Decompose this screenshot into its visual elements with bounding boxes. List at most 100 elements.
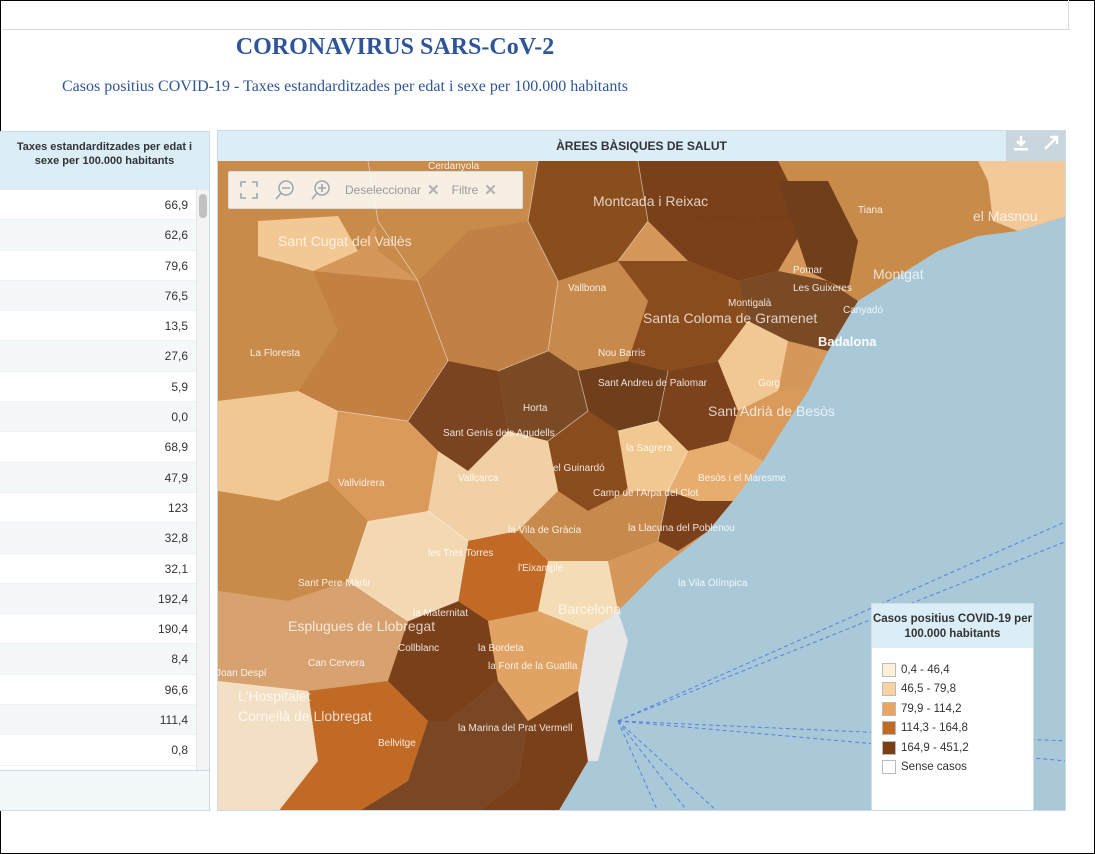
table-row[interactable]: 47,9 (0, 462, 196, 493)
region[interactable] (218, 481, 368, 601)
legend-items: 0,4 - 46,4 46,5 - 79,8 79,9 - 114,2 114,3 -… (872, 648, 1033, 777)
region[interactable] (978, 161, 1066, 231)
download-icon[interactable] (1006, 131, 1036, 161)
legend-item: 114,3 - 164,8 (882, 719, 1023, 739)
table-row[interactable]: 96,6 (0, 675, 196, 706)
region[interactable] (658, 361, 738, 451)
map-panel: ÀREES BÀSIQUES DE SALUT (217, 130, 1066, 811)
table-row[interactable]: 0,8 (0, 735, 196, 766)
map-header-title: ÀREES BÀSIQUES DE SALUT (556, 139, 727, 153)
legend-swatch (882, 740, 896, 755)
place-label: Esplugues de Llobregat (288, 618, 435, 634)
region[interactable] (458, 531, 548, 621)
choropleth-map[interactable]: Sant Cugat del Vallès Montcada i Reixac la… (218, 160, 1066, 811)
place-label: Sant Adrià de Besòs (708, 403, 835, 419)
region[interactable] (718, 321, 788, 411)
table-row[interactable]: 0,0 (0, 402, 196, 433)
place-label: el Guinardó (553, 463, 605, 474)
region[interactable] (658, 491, 733, 551)
region[interactable] (728, 391, 808, 461)
table-row[interactable]: 32,8 (0, 523, 196, 554)
place-label: Gorg (758, 378, 780, 389)
table-row[interactable]: 76,5 (0, 280, 196, 312)
table-row[interactable]: 32,1 (0, 554, 196, 584)
table-row[interactable]: 27,6 (0, 341, 196, 372)
region[interactable] (298, 271, 448, 421)
region[interactable] (638, 161, 808, 281)
region[interactable] (218, 681, 318, 811)
legend-label: 79,9 - 114,2 (901, 702, 962, 715)
zoom-out-icon[interactable] (273, 178, 297, 202)
table-row[interactable]: 66,9 (0, 190, 196, 221)
map-header: ÀREES BÀSIQUES DE SALUT (218, 131, 1065, 161)
place-label: la Vila Olímpica (678, 578, 748, 589)
table-row[interactable]: 62,6 (0, 220, 196, 251)
region[interactable] (418, 221, 558, 371)
place-label: la Font de la Guatlla (488, 661, 578, 672)
place-label: Vallcarca (458, 473, 499, 484)
region[interactable] (618, 261, 748, 371)
deselect-button[interactable]: Deseleccionar ✕ (345, 181, 440, 199)
table-scrollbar[interactable] (196, 190, 209, 772)
place-label: Montgat (873, 266, 924, 282)
close-icon: ✕ (484, 182, 497, 199)
region[interactable] (498, 351, 588, 441)
place-label: la Serralada de Marina (683, 212, 794, 224)
region[interactable] (518, 491, 668, 561)
place-label: La Floresta (250, 348, 300, 359)
place-label: Camp de l'Arpa del Clot (593, 488, 699, 499)
table-row[interactable]: 123 (0, 493, 196, 524)
table-row[interactable]: 192,4 (0, 583, 196, 615)
region[interactable] (428, 431, 558, 541)
region[interactable] (478, 691, 588, 811)
region[interactable] (388, 601, 498, 721)
region[interactable] (528, 161, 648, 281)
table-row[interactable]: 79,6 (0, 251, 196, 281)
region[interactable] (578, 361, 668, 431)
fullscreen-icon[interactable] (237, 178, 261, 202)
region[interactable] (258, 216, 358, 271)
place-label: Cornellà de Llobregat (238, 708, 372, 724)
place-label: Montcada i Reixac (593, 193, 708, 209)
place-label: la Bordeta (478, 643, 524, 654)
page-title: CORONAVIRUS SARS-CoV-2 (235, 34, 555, 60)
place-label: Cerdanyola (428, 161, 480, 172)
place-label: Santa Coloma de Gramenet (643, 310, 817, 326)
region[interactable] (778, 181, 858, 291)
region[interactable] (668, 441, 763, 501)
table-row[interactable]: 111,4 (0, 705, 196, 736)
place-label: Nou Barris (598, 348, 645, 359)
region[interactable] (218, 581, 408, 691)
table-header: Taxes estandarditzades per edat i sexe p… (0, 132, 209, 190)
table-row[interactable]: 68,9 (0, 432, 196, 463)
legend-title: Casos positius COVID-19 per 100.000 habi… (872, 604, 1033, 648)
region[interactable] (618, 421, 688, 491)
place-label: la Llacuna del Poblenou (628, 523, 735, 534)
expand-icon[interactable] (1036, 131, 1065, 161)
region[interactable] (538, 561, 618, 631)
region[interactable] (218, 261, 338, 401)
place-label: la Marina del Prat Vermell (458, 723, 573, 734)
region[interactable] (278, 681, 428, 811)
legend-swatch (882, 682, 896, 697)
place-label: la Sagrera (626, 443, 673, 454)
region[interactable] (488, 611, 588, 721)
zoom-in-icon[interactable] (309, 178, 333, 202)
region[interactable] (358, 681, 528, 811)
table-scrollbar-thumb[interactable] (199, 194, 207, 218)
table-body[interactable]: 66,9 62,6 79,6 76,5 13,5 27,6 5,9 0,0 68,9 47,9 12… (0, 190, 196, 772)
place-label: Les Guixeres (793, 283, 852, 294)
region[interactable] (548, 411, 628, 511)
region[interactable] (548, 261, 648, 371)
place-label: Barcelona (558, 601, 621, 617)
place-label: Sant Andreu de Palomar (598, 378, 708, 389)
region[interactable] (218, 391, 338, 501)
region[interactable] (408, 361, 508, 471)
table-row[interactable]: 190,4 (0, 614, 196, 645)
table-row[interactable]: 8,4 (0, 644, 196, 675)
filter-button[interactable]: Filtre ✕ (452, 181, 497, 199)
table-row[interactable]: 13,5 (0, 311, 196, 342)
table-row[interactable]: 5,9 (0, 372, 196, 403)
region[interactable] (348, 511, 468, 621)
region[interactable] (328, 411, 438, 521)
